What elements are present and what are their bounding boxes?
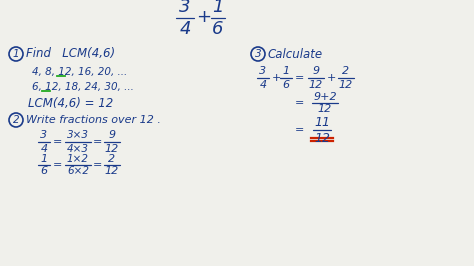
Text: 12: 12 (314, 131, 330, 144)
Text: 1: 1 (283, 66, 290, 77)
Text: 4: 4 (40, 143, 47, 153)
Text: 6×2: 6×2 (67, 167, 89, 177)
Text: 4: 4 (179, 19, 191, 38)
Text: 12: 12 (105, 167, 119, 177)
Text: Write fractions over 12 .: Write fractions over 12 . (26, 115, 161, 125)
Text: 1×2: 1×2 (67, 153, 89, 164)
Text: 6, 12, 18, 24, 30, ...: 6, 12, 18, 24, 30, ... (32, 82, 134, 92)
Text: 2: 2 (13, 115, 19, 125)
Text: 4: 4 (259, 80, 266, 89)
Text: 6: 6 (283, 80, 290, 89)
Text: 12: 12 (318, 105, 332, 114)
Text: =: = (93, 137, 102, 147)
Text: +: + (327, 73, 337, 83)
Text: 3: 3 (259, 66, 266, 77)
Text: 3×3: 3×3 (67, 131, 89, 140)
Text: 1: 1 (40, 153, 47, 164)
Text: 1: 1 (13, 49, 19, 59)
Text: 9: 9 (109, 131, 116, 140)
Text: =: = (53, 137, 63, 147)
Text: +: + (196, 8, 211, 26)
Text: 11: 11 (314, 115, 330, 128)
Text: =: = (53, 160, 63, 170)
Text: +: + (272, 73, 282, 83)
Text: 6: 6 (212, 19, 224, 38)
Text: LCM(4,6) = 12: LCM(4,6) = 12 (28, 97, 113, 110)
Text: 4, 8, 12, 16, 20, ...: 4, 8, 12, 16, 20, ... (32, 67, 127, 77)
Text: 3: 3 (255, 49, 261, 59)
Text: 12: 12 (309, 80, 323, 89)
Text: 1: 1 (212, 0, 224, 16)
Text: 6: 6 (40, 167, 47, 177)
Text: =: = (295, 73, 304, 83)
Text: 4×3: 4×3 (67, 143, 89, 153)
Text: =: = (295, 125, 304, 135)
Text: 2: 2 (342, 66, 349, 77)
Text: 9: 9 (312, 66, 319, 77)
Text: 12: 12 (105, 143, 119, 153)
Text: Calculate: Calculate (268, 48, 323, 60)
Text: Find   LCM(4,6): Find LCM(4,6) (26, 48, 115, 60)
Text: 3: 3 (179, 0, 191, 16)
Text: 2: 2 (109, 153, 116, 164)
Text: =: = (295, 98, 304, 108)
Text: 3: 3 (40, 131, 47, 140)
Text: =: = (93, 160, 102, 170)
Text: 9+2: 9+2 (313, 92, 337, 102)
Text: 12: 12 (339, 80, 353, 89)
